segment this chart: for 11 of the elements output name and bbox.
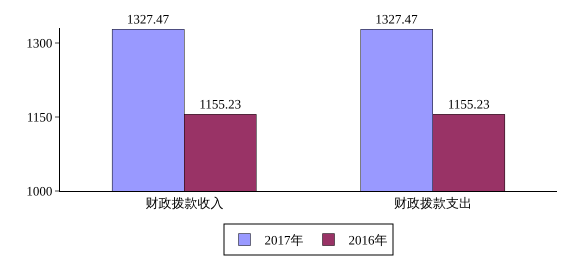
y-tick-label: 1300 (26, 35, 52, 50)
x-tick-label: 财政拨款收入 (145, 196, 224, 211)
legend-label: 2017年 (264, 232, 304, 248)
data-label: 1155.23 (199, 96, 242, 112)
data-label: 1327.47 (126, 11, 170, 26)
data-label: 1155.23 (448, 96, 490, 112)
y-tick-label: 1150 (26, 109, 52, 124)
data-label: 1327.47 (375, 11, 418, 26)
x-tick-label: 财政拨款支出 (394, 196, 472, 211)
y-tick-label: 1000 (26, 184, 52, 199)
legend-label: 2016年 (348, 232, 388, 248)
